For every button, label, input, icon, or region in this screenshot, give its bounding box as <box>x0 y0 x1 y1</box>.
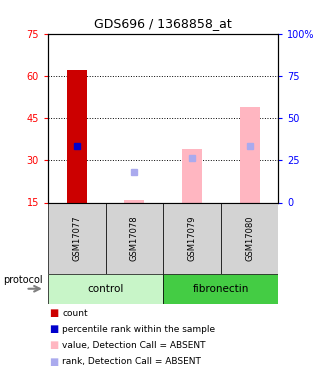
Bar <box>182 149 202 202</box>
FancyBboxPatch shape <box>221 202 278 274</box>
Text: fibronectin: fibronectin <box>193 284 249 294</box>
FancyBboxPatch shape <box>48 202 106 274</box>
Bar <box>67 70 87 202</box>
Text: ■: ■ <box>50 340 59 350</box>
Bar <box>124 200 145 202</box>
Bar <box>239 107 260 202</box>
Title: GDS696 / 1368858_at: GDS696 / 1368858_at <box>94 17 232 30</box>
FancyBboxPatch shape <box>48 274 163 304</box>
Text: ■: ■ <box>50 308 59 318</box>
Text: ■: ■ <box>50 357 59 366</box>
Text: GSM17080: GSM17080 <box>245 215 254 261</box>
Text: value, Detection Call = ABSENT: value, Detection Call = ABSENT <box>62 341 206 350</box>
FancyBboxPatch shape <box>163 274 278 304</box>
Text: rank, Detection Call = ABSENT: rank, Detection Call = ABSENT <box>62 357 201 366</box>
Text: control: control <box>87 284 124 294</box>
Text: GSM17079: GSM17079 <box>188 215 196 261</box>
Text: GSM17077: GSM17077 <box>72 215 81 261</box>
FancyBboxPatch shape <box>106 202 163 274</box>
Text: ■: ■ <box>50 324 59 334</box>
FancyBboxPatch shape <box>163 202 221 274</box>
Text: GSM17078: GSM17078 <box>130 215 139 261</box>
Text: count: count <box>62 309 88 318</box>
Text: protocol: protocol <box>3 275 43 285</box>
Text: percentile rank within the sample: percentile rank within the sample <box>62 325 216 334</box>
